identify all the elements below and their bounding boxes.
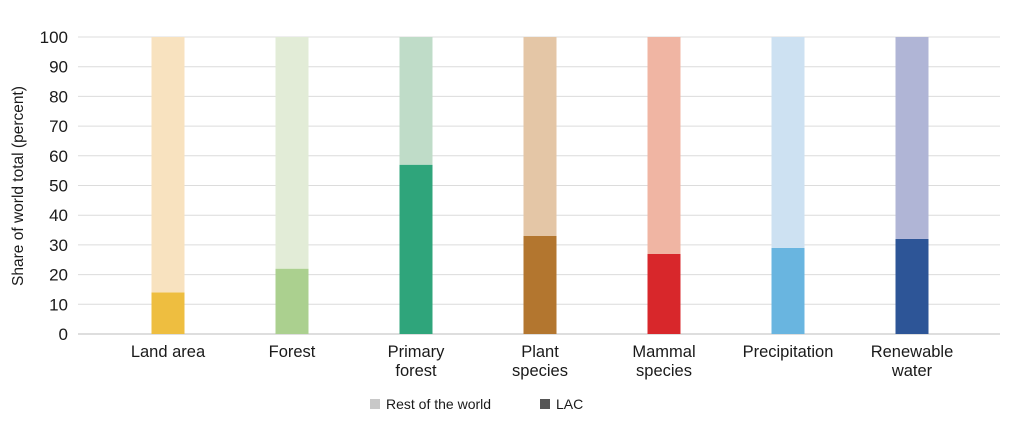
x-category-label: Forest bbox=[269, 343, 316, 361]
bar-segment bbox=[151, 292, 185, 334]
bar-segment bbox=[275, 268, 309, 334]
x-category-label: Mammal species bbox=[632, 343, 695, 380]
y-tick-label: 100 bbox=[40, 28, 68, 47]
bar-segment bbox=[275, 37, 309, 269]
bar-segment bbox=[771, 37, 805, 248]
y-tick-label: 30 bbox=[49, 236, 68, 255]
y-tick-label: 10 bbox=[49, 295, 68, 314]
bar-segment bbox=[647, 37, 681, 254]
y-tick-label: 60 bbox=[49, 147, 68, 166]
x-category-label: Renewable water bbox=[871, 343, 954, 380]
bar-segment bbox=[895, 37, 929, 239]
bar-segment bbox=[895, 238, 929, 334]
x-category-label: Plant species bbox=[512, 343, 568, 380]
legend-item: LAC bbox=[540, 396, 583, 412]
y-axis-title: Share of world total (percent) bbox=[10, 86, 27, 286]
bar-segment bbox=[647, 253, 681, 334]
x-axis-categories: Land area Forest Primary forest Plant species… bbox=[131, 343, 953, 380]
legend-label: Rest of the world bbox=[386, 396, 491, 412]
bars bbox=[151, 37, 929, 334]
y-tick-label: 40 bbox=[49, 206, 68, 225]
bar-segment bbox=[523, 235, 557, 334]
bar-segment bbox=[523, 37, 557, 236]
y-tick-label: 80 bbox=[49, 87, 68, 106]
bar-segment bbox=[399, 37, 433, 165]
legend-swatch bbox=[370, 399, 380, 409]
y-tick-label: 90 bbox=[49, 58, 68, 77]
y-axis-ticks: 0 10 20 30 40 50 60 70 80 90 100 bbox=[40, 28, 68, 344]
legend-label: LAC bbox=[556, 396, 583, 412]
x-category-label: Land area bbox=[131, 343, 206, 361]
legend: Rest of the world LAC bbox=[370, 396, 583, 412]
bar-segment bbox=[399, 164, 433, 334]
x-category-label: Precipitation bbox=[743, 343, 834, 361]
y-tick-label: 0 bbox=[59, 325, 68, 344]
y-tick-label: 70 bbox=[49, 117, 68, 136]
bar-segment bbox=[771, 247, 805, 334]
legend-item: Rest of the world bbox=[370, 396, 491, 412]
y-tick-label: 20 bbox=[49, 266, 68, 285]
legend-swatch bbox=[540, 399, 550, 409]
y-tick-label: 50 bbox=[49, 177, 68, 196]
x-category-label: Primary forest bbox=[388, 343, 446, 380]
bar-segment bbox=[151, 37, 185, 293]
